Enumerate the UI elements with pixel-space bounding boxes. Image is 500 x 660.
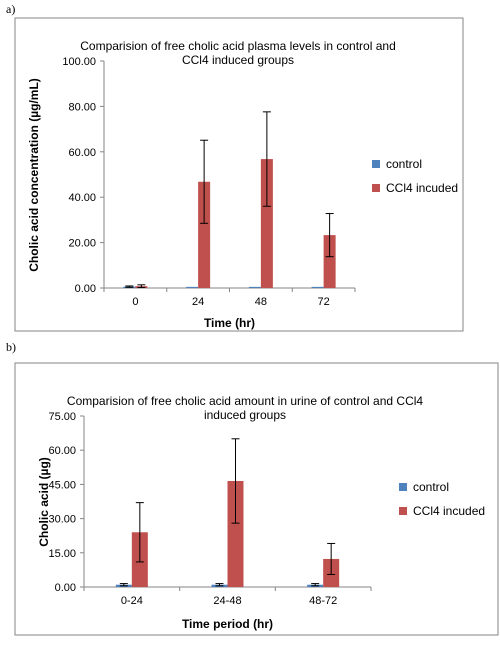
chart2-y-tick-label-4: 60.00 [48, 445, 76, 457]
chart1-x-tick-label-1: 24 [192, 296, 204, 308]
chart1-legend-swatch-ccl4 [372, 184, 380, 192]
chart1-legend-swatch-control [372, 160, 380, 168]
chart2-y-tick-label-2: 30.00 [48, 514, 76, 526]
chart2-legend-swatch-ccl4 [399, 507, 407, 515]
chart1-bar-control-3 [311, 286, 324, 288]
chart2-title-line-2: induced groups [204, 408, 286, 422]
chart1-x-axis-label: Time (hr) [204, 316, 255, 330]
chart2-bar-ccl4-1 [227, 480, 244, 587]
chart2-y-tick-label-3: 45.00 [48, 479, 76, 491]
chart2-x-tick-label-0: 0-24 [121, 595, 143, 607]
chart1-bar-ccl4-2 [260, 159, 273, 288]
chart1-bar-ccl4-3 [323, 235, 336, 288]
chart1-y-tick-label-2: 40.00 [68, 192, 96, 204]
chart1-title-line-1: Comparision of free cholic acid plasma l… [80, 39, 396, 53]
chart2-y-axis-label: Cholic acid (µg) [37, 457, 51, 547]
chart1-y-axis-label: Cholic acid concentration (µg/mL) [27, 78, 41, 272]
chart1-frame [14, 17, 464, 332]
chart1-title-line-2: CCl4 induced groups [182, 53, 294, 67]
chart2-y-tick-label-5: 75.00 [48, 411, 76, 423]
chart2-x-tick-label-1: 24-48 [213, 595, 241, 607]
chart1-bar-ccl4-1 [198, 181, 211, 288]
chart1-legend-label-ccl4: CCl4 incuded [386, 181, 458, 195]
chart1-legend-label-control: control [386, 157, 422, 171]
panel-label-b: b) [6, 340, 16, 354]
chart2-title-line-1: Comparision of free cholic acid amount i… [67, 394, 424, 408]
chart2-y-tick-label-0: 0.00 [55, 582, 76, 594]
chart2-x-tick-label-2: 48-72 [309, 595, 337, 607]
chart1-bar-control-1 [186, 286, 199, 288]
chart2-legend-label-ccl4: CCl4 incuded [413, 504, 485, 518]
chart1-bar-control-2 [248, 286, 261, 288]
chart1-y-tick-label-4: 80.00 [68, 101, 96, 113]
chart1-y-tick-label-1: 20.00 [68, 238, 96, 250]
chart2-legend-swatch-control [399, 483, 407, 491]
panel-label-a: a) [6, 2, 16, 16]
chart1-y-tick-label-3: 60.00 [68, 147, 96, 159]
chart1-y-tick-label-0: 0.00 [75, 283, 96, 295]
chart2-frame [14, 362, 499, 636]
chart2-y-tick-label-1: 15.00 [48, 548, 76, 560]
chart1-y-tick-label-5: 100.00 [62, 56, 96, 68]
chart2-legend-label-control: control [413, 480, 449, 494]
chart1-x-tick-label-3: 72 [318, 296, 330, 308]
chart1-x-tick-label-2: 48 [255, 296, 267, 308]
chart2-x-axis-label: Time period (hr) [182, 617, 273, 631]
chart1-x-tick-label-0: 0 [132, 296, 138, 308]
